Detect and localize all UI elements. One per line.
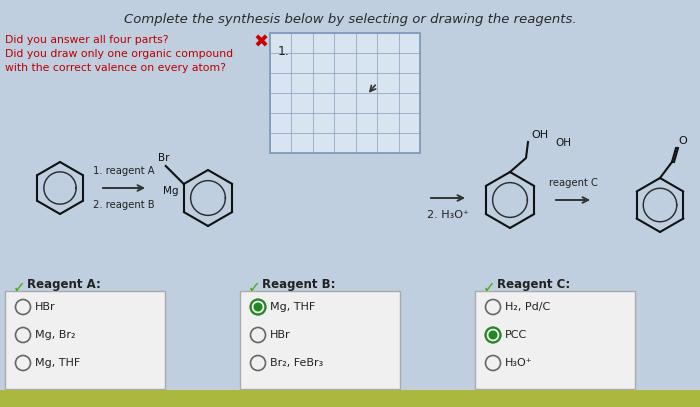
Text: 2. H₃O⁺: 2. H₃O⁺: [427, 210, 469, 220]
Circle shape: [253, 302, 262, 311]
Text: 2. reagent B: 2. reagent B: [93, 200, 155, 210]
Text: O: O: [678, 136, 687, 146]
Text: HBr: HBr: [35, 302, 55, 312]
Circle shape: [489, 330, 498, 339]
Text: Mg, THF: Mg, THF: [270, 302, 315, 312]
Text: reagent C: reagent C: [549, 178, 597, 188]
Text: Mg, THF: Mg, THF: [35, 358, 80, 368]
Text: Br: Br: [158, 153, 169, 163]
Text: Reagent A:: Reagent A:: [27, 278, 101, 291]
Text: HBr: HBr: [270, 330, 290, 340]
Text: Reagent B:: Reagent B:: [262, 278, 335, 291]
Text: 1. reagent A: 1. reagent A: [93, 166, 155, 176]
Bar: [5, 291, 165, 389]
Text: Complete the synthesis below by selecting or drawing the reagents.: Complete the synthesis below by selectin…: [124, 13, 576, 26]
Bar: [0, 390, 700, 407]
Text: ✖: ✖: [254, 34, 269, 52]
Bar: [240, 291, 400, 389]
Text: OH: OH: [555, 138, 571, 148]
Text: ✓: ✓: [483, 280, 496, 295]
Text: H₂, Pd/C: H₂, Pd/C: [505, 302, 550, 312]
Text: Mg, Br₂: Mg, Br₂: [35, 330, 76, 340]
Text: Mg: Mg: [163, 186, 179, 196]
Text: PCC: PCC: [505, 330, 527, 340]
Text: Br₂, FeBr₃: Br₂, FeBr₃: [270, 358, 323, 368]
Bar: [270, 33, 420, 153]
Text: H₃O⁺: H₃O⁺: [505, 358, 533, 368]
Text: 1.: 1.: [278, 45, 290, 58]
Bar: [475, 291, 635, 389]
Text: ✓: ✓: [248, 280, 260, 295]
Text: Reagent C:: Reagent C:: [497, 278, 570, 291]
Text: ✓: ✓: [13, 280, 26, 295]
Text: Did you answer all four parts?
Did you draw only one organic compound
with the c: Did you answer all four parts? Did you d…: [5, 35, 233, 73]
Text: OH: OH: [531, 130, 548, 140]
